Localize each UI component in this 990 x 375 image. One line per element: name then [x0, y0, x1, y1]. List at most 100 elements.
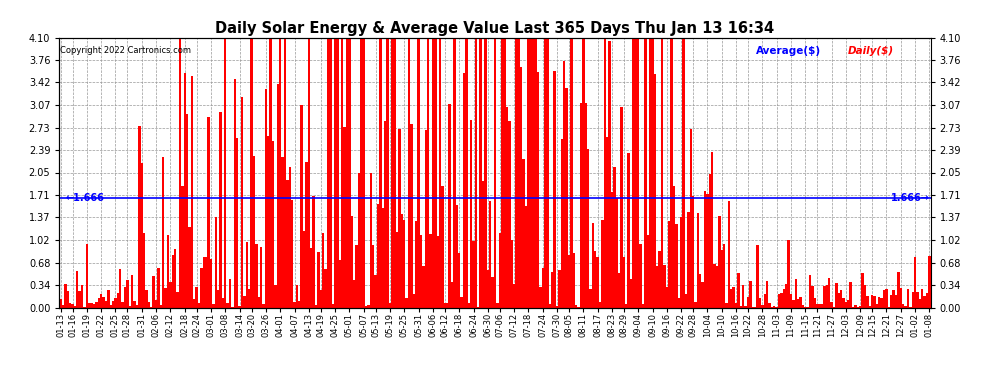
Bar — [195, 286, 198, 308]
Bar — [663, 265, 665, 308]
Bar — [560, 139, 563, 308]
Bar — [61, 305, 64, 308]
Bar — [332, 304, 334, 307]
Bar — [374, 276, 377, 308]
Bar — [528, 38, 530, 308]
Bar — [391, 38, 394, 308]
Bar — [269, 38, 272, 308]
Bar — [553, 71, 555, 308]
Bar — [446, 303, 448, 307]
Bar — [171, 255, 174, 308]
Bar — [66, 291, 69, 308]
Bar — [606, 137, 609, 308]
Bar — [866, 296, 868, 307]
Bar — [276, 84, 279, 308]
Bar — [677, 298, 680, 307]
Bar — [856, 307, 859, 308]
Bar — [427, 38, 430, 308]
Bar — [628, 153, 630, 308]
Bar — [112, 301, 114, 307]
Bar — [924, 296, 926, 307]
Bar — [501, 38, 503, 308]
Bar — [871, 295, 873, 307]
Bar — [234, 78, 236, 308]
Bar — [863, 285, 866, 308]
Bar — [408, 38, 410, 308]
Bar — [93, 304, 95, 307]
Bar — [81, 285, 83, 308]
Bar — [183, 73, 186, 308]
Bar — [169, 282, 171, 308]
Bar — [394, 38, 396, 308]
Bar — [668, 220, 670, 308]
Bar — [129, 306, 131, 308]
Bar — [100, 294, 102, 307]
Bar — [508, 122, 511, 308]
Bar — [198, 303, 200, 307]
Bar — [816, 304, 819, 307]
Bar — [756, 246, 758, 308]
Bar — [403, 220, 406, 308]
Bar — [227, 303, 229, 307]
Bar — [914, 256, 917, 307]
Bar — [337, 38, 339, 308]
Bar — [232, 307, 234, 308]
Bar — [749, 281, 751, 308]
Bar — [836, 283, 838, 308]
Bar — [721, 250, 723, 307]
Bar — [139, 126, 141, 308]
Bar — [379, 38, 381, 308]
Bar — [76, 271, 78, 308]
Bar — [658, 251, 661, 308]
Bar — [917, 292, 919, 308]
Bar — [260, 247, 262, 308]
Bar — [119, 269, 122, 308]
Bar — [572, 253, 575, 308]
Bar — [239, 306, 241, 308]
Bar — [191, 76, 193, 307]
Bar — [248, 289, 250, 308]
Bar — [859, 306, 861, 308]
Bar — [215, 217, 217, 308]
Bar — [241, 97, 244, 308]
Bar — [802, 305, 804, 308]
Bar — [78, 291, 81, 308]
Bar — [482, 182, 484, 308]
Bar — [455, 206, 458, 308]
Bar — [728, 201, 730, 308]
Bar — [904, 306, 907, 308]
Bar — [778, 294, 780, 308]
Bar — [203, 257, 205, 307]
Bar — [544, 38, 546, 308]
Bar — [377, 204, 379, 308]
Bar — [325, 269, 327, 308]
Bar — [296, 285, 298, 308]
Bar — [868, 306, 871, 308]
Bar — [146, 290, 148, 308]
Bar — [166, 235, 169, 308]
Bar — [828, 278, 831, 308]
Bar — [88, 303, 90, 307]
Bar — [264, 89, 267, 308]
Bar — [367, 305, 369, 308]
Bar — [709, 174, 711, 308]
Bar — [339, 260, 341, 308]
Bar — [262, 304, 264, 307]
Bar — [682, 38, 685, 308]
Bar — [279, 38, 281, 308]
Bar — [570, 38, 572, 308]
Bar — [723, 244, 726, 308]
Bar — [327, 38, 329, 308]
Bar — [611, 192, 613, 308]
Bar — [738, 273, 740, 308]
Bar — [565, 88, 568, 308]
Text: Average($): Average($) — [756, 46, 822, 56]
Bar — [618, 273, 621, 308]
Bar — [244, 296, 246, 307]
Bar — [291, 200, 293, 308]
Bar — [575, 304, 577, 307]
Bar — [754, 306, 756, 308]
Text: ←1.666: ←1.666 — [65, 193, 104, 203]
Bar — [315, 304, 317, 307]
Bar — [780, 293, 783, 308]
